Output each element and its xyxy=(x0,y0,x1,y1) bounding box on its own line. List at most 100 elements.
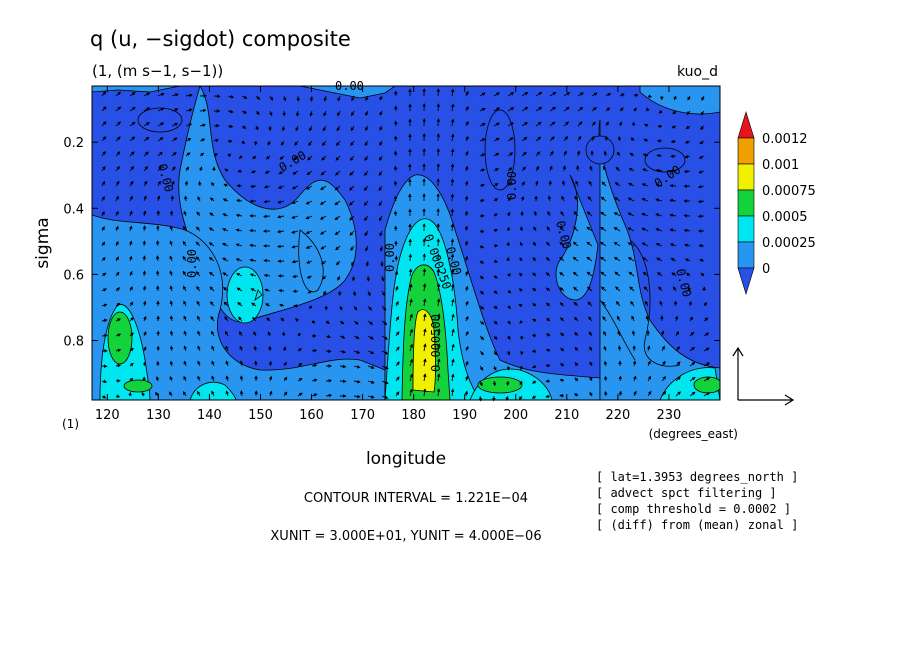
vector-arrow xyxy=(519,226,524,232)
vector-arrow xyxy=(239,390,244,397)
vector-arrow xyxy=(336,140,341,147)
vector-arrow xyxy=(605,107,611,112)
vector-arrow xyxy=(311,378,318,383)
vector-arrow xyxy=(479,153,486,157)
vector-arrow xyxy=(506,365,511,371)
vector-arrow xyxy=(225,390,229,397)
vector-arrow xyxy=(293,155,299,161)
vector-arrow xyxy=(227,153,232,158)
vector-arrow xyxy=(323,110,327,117)
vector-arrow xyxy=(255,95,261,100)
vector-arrow xyxy=(171,108,179,112)
vector-arrow xyxy=(364,215,369,222)
vector-arrow xyxy=(115,394,121,398)
vector-arrow xyxy=(306,170,313,176)
vector-arrow xyxy=(115,333,122,337)
vector-arrow xyxy=(618,121,623,127)
vector-arrow xyxy=(644,123,649,128)
vector-arrow xyxy=(450,148,455,157)
colorbar-segment xyxy=(737,189,755,217)
vector-arrow xyxy=(588,331,593,337)
vector-arrow xyxy=(336,125,341,132)
colorbar-label: 0 xyxy=(762,262,770,277)
vector-arrow xyxy=(199,138,206,142)
x-tick-label: 200 xyxy=(503,408,528,423)
vector-arrow xyxy=(605,121,609,127)
vector-arrow xyxy=(197,330,201,337)
vector-arrow xyxy=(129,270,133,277)
vector-arrow xyxy=(409,373,413,382)
vector-arrow xyxy=(101,91,107,97)
x-tick-label: 170 xyxy=(350,408,375,423)
vector-arrow xyxy=(249,243,257,248)
vector-arrow xyxy=(647,360,651,367)
vector-arrow xyxy=(613,241,621,247)
vector-arrow xyxy=(367,350,375,355)
vector-arrow xyxy=(171,166,176,172)
vector-arrow xyxy=(532,303,537,307)
vector-arrow xyxy=(661,375,667,382)
colorbar-segment xyxy=(737,241,755,269)
vector-arrow xyxy=(142,225,147,232)
vector-arrow xyxy=(143,346,147,352)
vector-arrow xyxy=(436,358,441,367)
vector-arrow xyxy=(655,213,663,217)
vector-arrow xyxy=(252,316,257,322)
vector-arrow xyxy=(615,301,621,307)
vector-arrow xyxy=(559,378,565,383)
vector-arrow xyxy=(422,298,427,307)
vector-arrow xyxy=(602,166,607,172)
vector-arrow xyxy=(252,155,257,160)
vector-arrow xyxy=(409,388,413,397)
vector-arrow xyxy=(658,110,663,114)
vector-arrow xyxy=(309,110,314,117)
vector-arrow xyxy=(129,92,136,97)
vector-arrow xyxy=(115,363,122,368)
vector-arrow xyxy=(700,110,705,116)
vector-arrow xyxy=(549,121,556,127)
vector-arrow xyxy=(227,109,234,114)
contour-label: 0.00 xyxy=(383,243,397,272)
vector-arrow xyxy=(641,242,649,247)
vector-arrow xyxy=(563,135,569,142)
notes-block: [ lat=1.3953 degrees_north ] [ advect sp… xyxy=(596,470,798,532)
vector-arrow xyxy=(142,300,147,307)
vector-arrow xyxy=(365,95,369,101)
vector-arrow xyxy=(227,124,234,129)
vector-arrow xyxy=(641,183,649,187)
vector-arrow xyxy=(409,358,414,367)
vector-arrow xyxy=(669,183,677,188)
vector-arrow xyxy=(379,215,383,222)
vector-arrow xyxy=(157,122,165,127)
vector-arrow xyxy=(169,240,173,247)
vector-arrow xyxy=(518,395,523,401)
vector-arrow xyxy=(263,258,271,263)
vector-arrow xyxy=(211,345,215,352)
vector-arrow xyxy=(479,260,484,264)
vector-arrow xyxy=(115,136,121,142)
vector-arrow xyxy=(532,257,537,262)
vector-arrow xyxy=(684,243,691,248)
vector-arrow xyxy=(279,155,285,160)
vector-arrow xyxy=(128,240,133,247)
vector-arrow xyxy=(613,227,621,232)
vector-arrow xyxy=(169,345,174,352)
vector-arrow xyxy=(549,106,557,112)
colorbar-label: 0.0005 xyxy=(762,210,808,225)
vector-arrow xyxy=(209,212,215,217)
vector-arrow xyxy=(195,271,201,277)
vector-arrow xyxy=(613,212,621,217)
vector-arrow xyxy=(436,373,441,382)
vector-arrow xyxy=(559,256,565,262)
vector-arrow xyxy=(292,170,299,175)
vector-arrow xyxy=(115,165,120,172)
vector-arrow xyxy=(393,180,398,187)
vector-arrow xyxy=(493,365,497,371)
vector-arrow xyxy=(241,140,245,145)
vector-arrow xyxy=(143,180,148,187)
vector-arrow xyxy=(479,275,484,280)
vector-arrow xyxy=(546,226,551,232)
vector-arrow xyxy=(334,185,341,191)
vector-arrow xyxy=(182,240,187,247)
vector-arrow xyxy=(603,375,608,382)
